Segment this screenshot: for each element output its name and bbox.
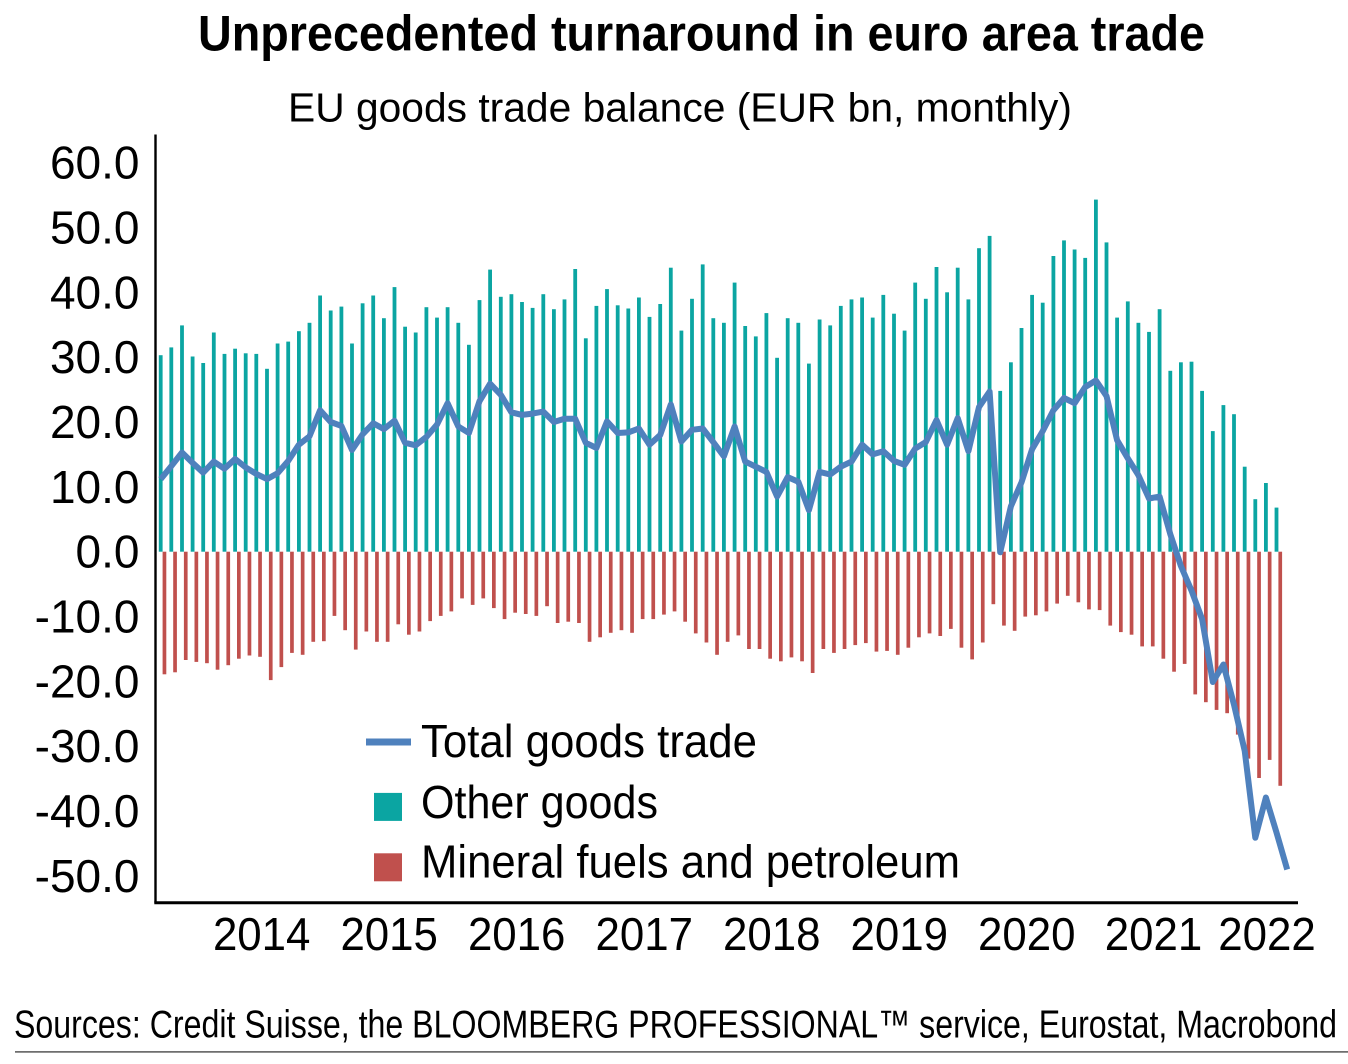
svg-text:Other goods: Other goods xyxy=(421,776,658,828)
svg-text:2018: 2018 xyxy=(723,908,821,960)
svg-text:2017: 2017 xyxy=(596,908,694,960)
svg-text:EU goods trade balance (EUR bn: EU goods trade balance (EUR bn, monthly) xyxy=(288,85,1072,131)
svg-text:Unprecedented turnaround in eu: Unprecedented turnaround in euro area tr… xyxy=(198,6,1205,62)
svg-text:-20.0: -20.0 xyxy=(35,655,140,707)
svg-text:60.0: 60.0 xyxy=(50,137,140,189)
svg-text:2019: 2019 xyxy=(851,908,949,960)
svg-text:20.0: 20.0 xyxy=(50,396,140,448)
svg-text:-40.0: -40.0 xyxy=(35,785,140,837)
svg-text:-50.0: -50.0 xyxy=(35,850,140,902)
svg-text:40.0: 40.0 xyxy=(50,266,140,318)
svg-text:Mineral fuels and petroleum: Mineral fuels and petroleum xyxy=(421,836,960,888)
svg-text:50.0: 50.0 xyxy=(50,202,140,254)
svg-text:Total goods trade: Total goods trade xyxy=(421,715,757,767)
svg-text:10.0: 10.0 xyxy=(50,461,140,513)
svg-text:-10.0: -10.0 xyxy=(35,591,140,643)
svg-text:-30.0: -30.0 xyxy=(35,720,140,772)
svg-text:2022: 2022 xyxy=(1218,908,1316,960)
svg-text:2014: 2014 xyxy=(213,908,311,960)
svg-text:30.0: 30.0 xyxy=(50,331,140,383)
svg-text:0.0: 0.0 xyxy=(76,526,140,578)
svg-text:2015: 2015 xyxy=(340,908,438,960)
svg-text:Sources: Credit Suisse, the BL: Sources: Credit Suisse, the BLOOMBERG PR… xyxy=(14,1004,1337,1047)
svg-text:2020: 2020 xyxy=(978,908,1076,960)
svg-text:2021: 2021 xyxy=(1105,908,1203,960)
svg-text:2016: 2016 xyxy=(468,908,566,960)
